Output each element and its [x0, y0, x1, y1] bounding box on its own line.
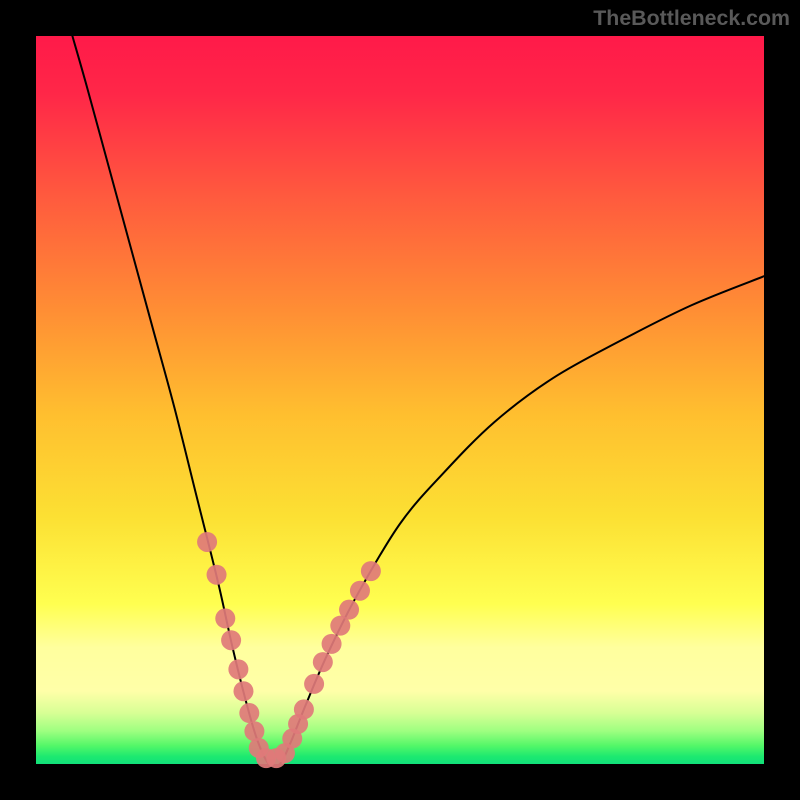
curve-marker: [322, 634, 342, 654]
curve-marker: [339, 600, 359, 620]
watermark-text: TheBottleneck.com: [593, 6, 790, 31]
curve-marker: [350, 581, 370, 601]
curve-marker: [215, 608, 235, 628]
plot-gradient-background: [36, 36, 764, 764]
curve-marker: [221, 630, 241, 650]
chart-stage: TheBottleneck.com: [0, 0, 800, 800]
curve-marker: [233, 681, 253, 701]
curve-marker: [197, 532, 217, 552]
curve-marker: [239, 703, 259, 723]
curve-marker: [304, 674, 324, 694]
curve-marker: [294, 699, 314, 719]
curve-marker: [244, 721, 264, 741]
curve-marker: [313, 652, 333, 672]
curve-marker: [207, 565, 227, 585]
chart-svg: [0, 0, 800, 800]
curve-marker: [228, 659, 248, 679]
curve-marker: [361, 561, 381, 581]
